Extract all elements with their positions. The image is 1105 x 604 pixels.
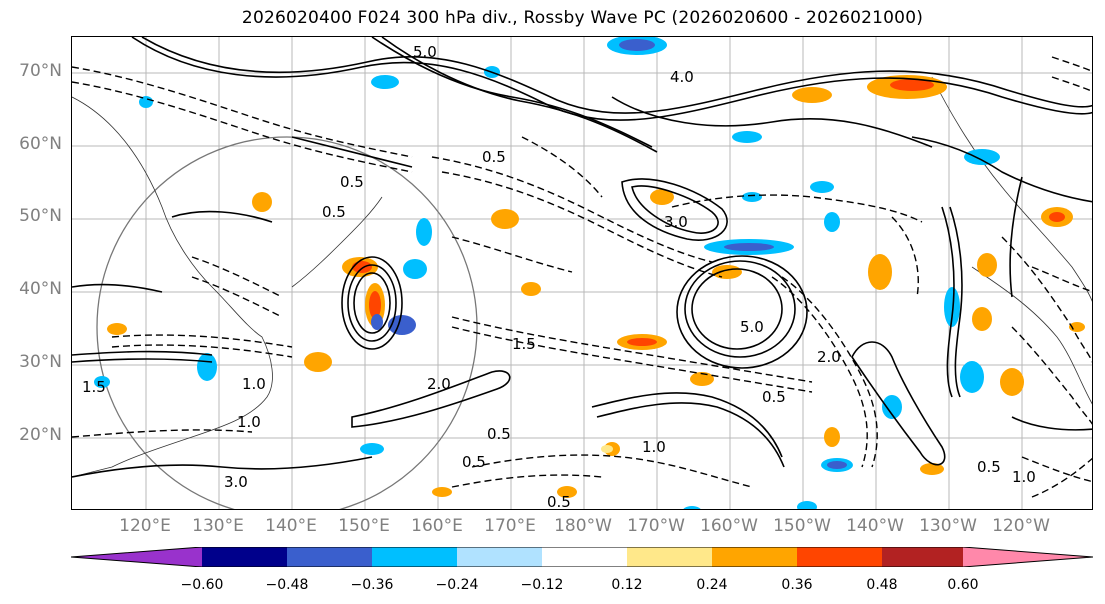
- contour-label: 0.5: [762, 388, 786, 406]
- colorbar-segment: [797, 547, 882, 567]
- lat-label-60n: 60°N: [19, 134, 62, 154]
- lon-label-180w: 180°W: [554, 516, 612, 536]
- contour-label: 0.5: [547, 493, 571, 510]
- lat-label-40n: 40°N: [19, 279, 62, 299]
- contour-label: 0.5: [462, 453, 486, 471]
- reference-circle: [96, 136, 478, 509]
- contour-label: 1.5: [512, 335, 536, 353]
- contour-label: 1.0: [237, 413, 261, 431]
- lon-label-120w: 120°W: [992, 516, 1050, 536]
- colorbar-segment: [71, 547, 202, 567]
- colorbar-segment: [963, 547, 1093, 567]
- lon-label-160e: 160°E: [411, 516, 463, 536]
- colorbar-tick: −0.24: [435, 577, 479, 593]
- colorbar-tick: −0.60: [180, 577, 224, 593]
- divergence-shading: [94, 37, 1085, 509]
- colorbar-segment: [627, 547, 712, 567]
- lat-label-20n: 20°N: [19, 425, 62, 445]
- map-plot: 5.0 4.0 5.0 3.0 3.0 2.0 2.0 1.5 1.5 1.0 …: [72, 37, 1092, 510]
- lon-label-170e: 170°E: [484, 516, 536, 536]
- colorbar-tick: 0.48: [866, 577, 898, 593]
- contour-label: 4.0: [670, 68, 694, 86]
- contour-label: 3.0: [224, 473, 248, 491]
- colorbar-tick: 0.24: [696, 577, 728, 593]
- contour-label-group: 5.0 4.0 5.0 3.0 3.0 2.0 2.0 1.5 1.5 1.0 …: [82, 43, 1036, 510]
- lon-label-140w: 140°W: [846, 516, 904, 536]
- map-title: 2026020400 F024 300 hPa div., Rossby Wav…: [241, 8, 924, 28]
- colorbar-tick: 0.36: [781, 577, 813, 593]
- colorbar-tick: 0.12: [611, 577, 643, 593]
- colorbar-tick: −0.48: [265, 577, 309, 593]
- lon-label-140e: 140°E: [265, 516, 317, 536]
- colorbar-segment: [542, 547, 627, 567]
- contour-label: 2.0: [817, 348, 841, 366]
- colorbar-tick: −0.36: [350, 577, 394, 593]
- lon-label-150w: 150°W: [773, 516, 831, 536]
- colorbar-tick: −0.12: [520, 577, 564, 593]
- lat-label-50n: 50°N: [19, 206, 62, 226]
- contour-label: 1.0: [242, 375, 266, 393]
- lon-label-120e: 120°E: [119, 516, 171, 536]
- lon-label-170w: 170°W: [627, 516, 685, 536]
- map-panel: 5.0 4.0 5.0 3.0 3.0 2.0 2.0 1.5 1.5 1.0 …: [71, 36, 1093, 510]
- contour-label: 0.5: [340, 173, 364, 191]
- colorbar-segment: [457, 547, 542, 567]
- contour-label: 0.5: [977, 458, 1001, 476]
- contour-label: 2.0: [427, 375, 451, 393]
- colorbar-tick: 0.60: [947, 577, 979, 593]
- contour-label: 0.5: [487, 425, 511, 443]
- colorbar: [71, 547, 1093, 567]
- lon-label-130w: 130°W: [919, 516, 977, 536]
- colorbar-segment: [287, 547, 372, 567]
- graticule: [72, 37, 1092, 509]
- contour-label: 3.0: [664, 213, 688, 231]
- lat-label-70n: 70°N: [19, 61, 62, 81]
- lon-label-150e: 150°E: [338, 516, 390, 536]
- lat-label-30n: 30°N: [19, 352, 62, 372]
- contour-label: 0.5: [482, 148, 506, 166]
- coastlines: [72, 76, 1092, 478]
- contour-label: 5.0: [740, 318, 764, 336]
- colorbar-segment: [372, 547, 457, 567]
- colorbar-segment: [202, 547, 287, 567]
- contour-label: 5.0: [413, 43, 437, 61]
- contour-label: 1.0: [1012, 468, 1036, 486]
- colorbar-segment: [882, 547, 963, 567]
- contour-label: 1.5: [82, 378, 106, 396]
- dashed-contours: [72, 56, 1092, 498]
- contour-label: 0.5: [322, 203, 346, 221]
- lon-label-130e: 130°E: [192, 516, 244, 536]
- colorbar-segment: [712, 547, 797, 567]
- solid-contours: [72, 37, 1092, 478]
- contour-label: 1.0: [642, 438, 666, 456]
- lon-label-160w: 160°W: [700, 516, 758, 536]
